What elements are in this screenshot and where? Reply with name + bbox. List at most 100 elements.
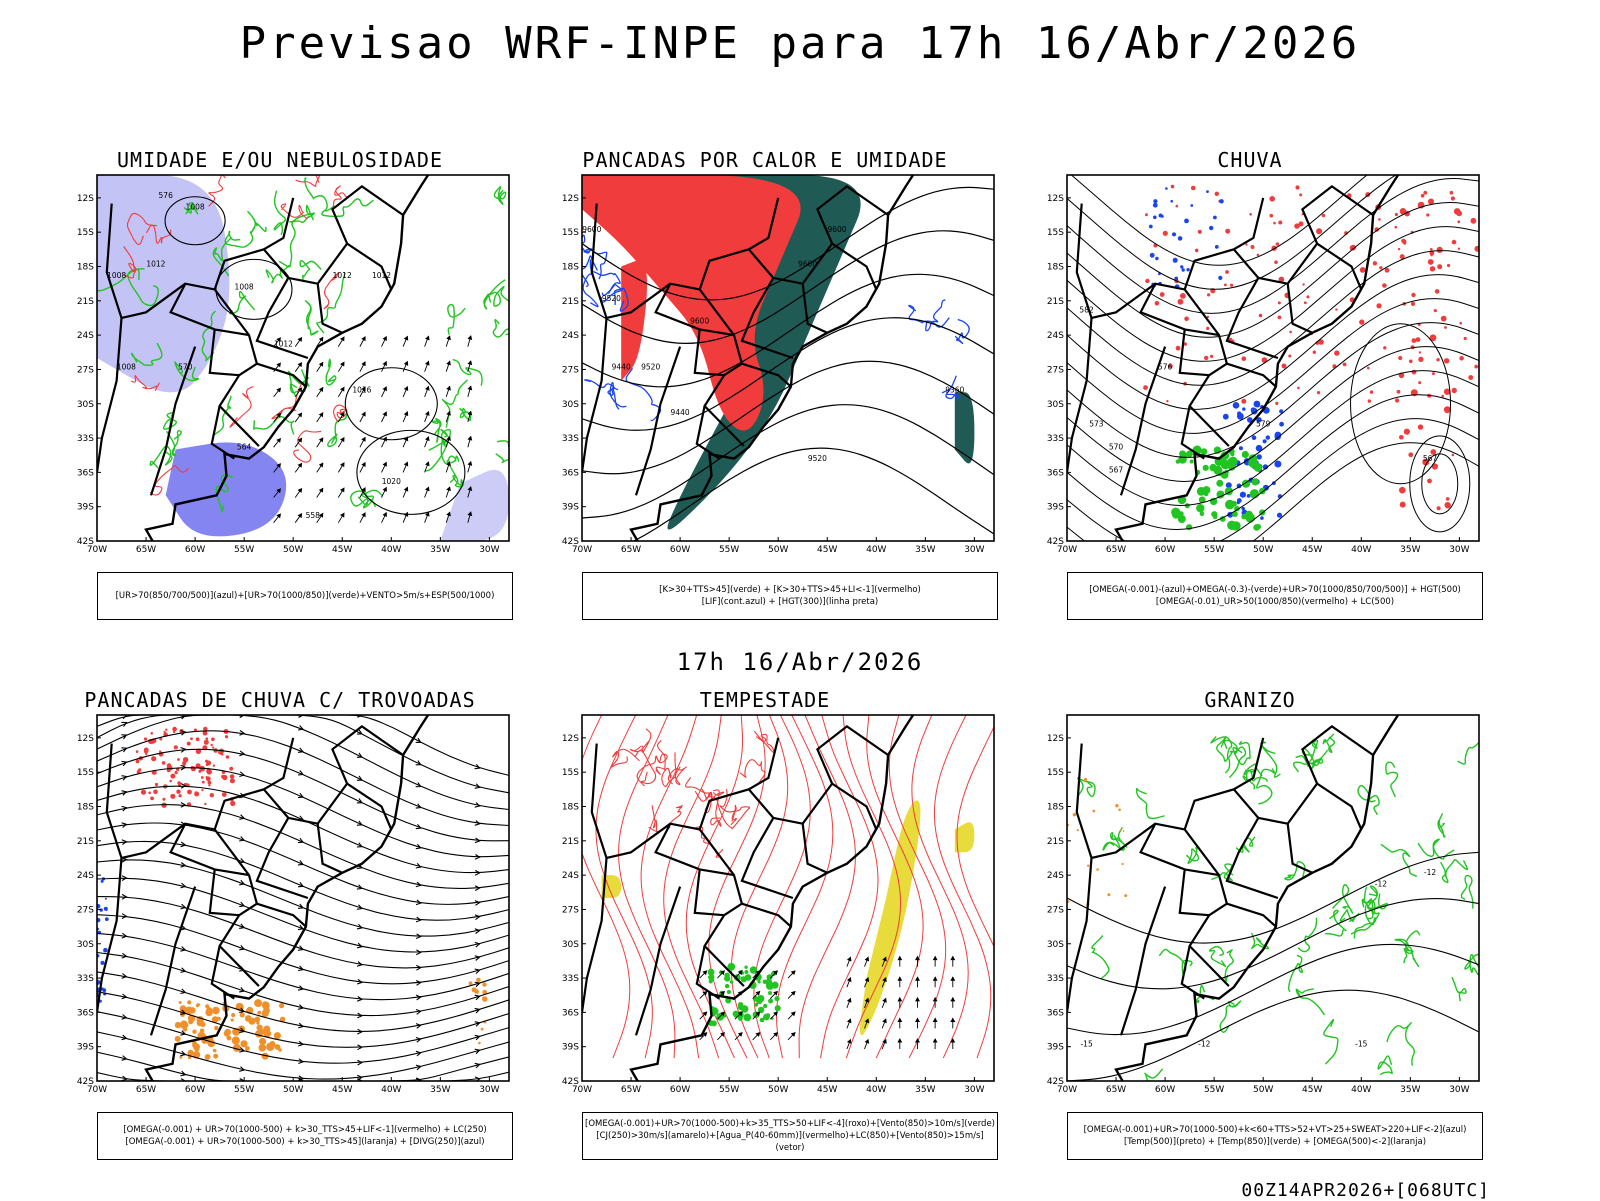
field-cell xyxy=(1368,399,1371,402)
field-cell xyxy=(1178,455,1187,464)
wind-vector-head xyxy=(951,998,954,1001)
political-border xyxy=(1067,318,1092,472)
contour-line xyxy=(1461,876,1472,909)
lon-tick-label: 70W xyxy=(572,545,592,555)
field-cell xyxy=(1123,830,1125,832)
field-cell xyxy=(728,965,732,969)
legend-line: [UR>70(850/700/500)](azul)+[UR>70(1000/8… xyxy=(116,590,495,602)
field-cell xyxy=(1216,480,1223,487)
lc250-streamlines xyxy=(97,713,509,1084)
contour-label: 1008 xyxy=(107,271,126,280)
legend-line: [Temp(500)](preto) + [Temp(850)](verde) … xyxy=(1124,1136,1426,1148)
contour-label: 9440 xyxy=(671,408,690,417)
coastline xyxy=(1116,148,1459,547)
field-cell xyxy=(1231,501,1237,507)
wind-vector-head xyxy=(405,487,408,491)
lon-tick-label: 45W xyxy=(1302,545,1322,555)
field-cell xyxy=(1416,337,1421,342)
field-cell xyxy=(1196,504,1204,512)
wind-vector-head xyxy=(447,361,450,364)
field-cell xyxy=(274,1032,281,1039)
field-cell xyxy=(225,735,228,738)
lon-tick-label: 55W xyxy=(234,1085,254,1095)
contour-line xyxy=(1441,860,1468,883)
lon-tick-label: 45W xyxy=(332,545,352,555)
political-border xyxy=(1227,278,1278,358)
streamline xyxy=(97,731,509,826)
contour-label: 1012 xyxy=(372,271,391,280)
temp850-contours xyxy=(1078,717,1485,1096)
field-cell xyxy=(1241,399,1246,404)
field-cell xyxy=(1210,355,1213,358)
field-cell xyxy=(1376,303,1381,308)
wind-vector-head xyxy=(298,438,301,442)
lon-tick-label: 65W xyxy=(1106,1085,1126,1095)
field-cell xyxy=(1233,402,1240,409)
contour-line xyxy=(489,287,510,307)
field-cell xyxy=(1159,214,1163,218)
wind-vector-head xyxy=(916,957,919,960)
wind-vector-head xyxy=(362,438,365,442)
contour-line xyxy=(1325,910,1346,935)
contour-label: 1012 xyxy=(333,271,352,280)
field-cell xyxy=(164,731,166,733)
political-border xyxy=(212,946,235,999)
field-cell xyxy=(1373,261,1377,265)
field-cell xyxy=(1176,346,1181,351)
field-cell xyxy=(187,742,191,746)
lon-tick-label: 70W xyxy=(87,545,107,555)
field-cell xyxy=(240,1040,247,1047)
field-cell xyxy=(1073,813,1076,816)
lon-tick-label: 65W xyxy=(136,1085,156,1095)
field-cell xyxy=(208,781,212,785)
field-cell xyxy=(1444,326,1447,329)
lat-tick-label: 15S xyxy=(1047,228,1064,238)
wind-vector-head xyxy=(898,1039,901,1042)
lat-tick-label: 36S xyxy=(1047,468,1064,478)
contour-line xyxy=(281,204,307,219)
field-cell xyxy=(255,1030,263,1038)
field-cell xyxy=(1190,460,1194,464)
field-cell xyxy=(1295,185,1299,189)
contour-label: 1020 xyxy=(382,477,401,486)
field-cell xyxy=(1201,448,1208,455)
field-cell xyxy=(1245,243,1247,245)
wind-vector-head xyxy=(916,1018,919,1021)
lon-tick-label: 50W xyxy=(768,545,788,555)
contour-label: 1008 xyxy=(235,282,254,291)
field-cell xyxy=(1274,461,1281,468)
field-cell xyxy=(159,750,161,752)
contour-line xyxy=(1333,885,1353,913)
wind-vector-head xyxy=(320,413,323,417)
wind-vector-head xyxy=(383,387,386,391)
field-cell xyxy=(103,948,108,953)
contour-label: 576 xyxy=(159,191,174,200)
wind-vector-head xyxy=(447,412,450,415)
field-cell xyxy=(1266,435,1270,439)
lat-tick-label: 15S xyxy=(1047,768,1064,778)
lat-tick-label: 24S xyxy=(77,331,94,341)
field-cell xyxy=(745,974,752,981)
wind-vector-head xyxy=(848,1040,851,1043)
wind-vector-head xyxy=(320,514,323,518)
field-cell xyxy=(162,761,166,765)
field-cell xyxy=(1459,356,1464,361)
lon-tick-label: 70W xyxy=(1057,1085,1077,1095)
field-cell xyxy=(1218,276,1222,280)
lat-tick-label: 33S xyxy=(1047,974,1064,984)
field-cell xyxy=(263,1010,268,1015)
field-cell xyxy=(1370,390,1373,393)
field-cell xyxy=(482,982,486,986)
field-cell xyxy=(144,749,149,754)
lon-tick-label: 55W xyxy=(719,545,739,555)
wind-vector-head xyxy=(341,387,344,391)
lon-tick-label: 60W xyxy=(670,545,690,555)
field-cell xyxy=(162,798,165,801)
field-cell xyxy=(1178,236,1183,241)
field-cell xyxy=(1428,259,1434,265)
field-cell xyxy=(1385,268,1390,273)
field-cell xyxy=(257,1011,261,1015)
field-cell xyxy=(205,760,208,763)
field-cell xyxy=(1402,240,1406,244)
